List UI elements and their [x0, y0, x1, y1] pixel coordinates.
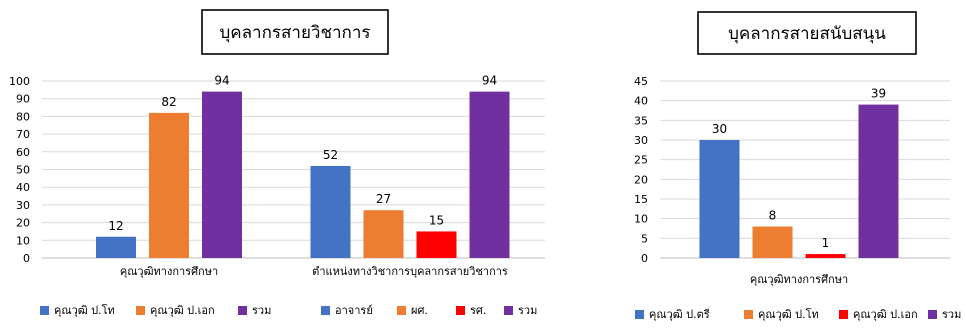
- legend-item: รวม: [928, 308, 961, 321]
- bar: [699, 140, 740, 258]
- y-tick-label: 80: [16, 110, 30, 123]
- legend-swatch: [635, 310, 644, 319]
- data-labels: 30 8 1 39: [712, 87, 886, 250]
- y-tick-label: 20: [16, 217, 30, 230]
- data-label: 52: [323, 148, 338, 162]
- y-tick-label: 20: [634, 173, 648, 186]
- bar: [752, 226, 793, 258]
- y-tick-label: 100: [9, 75, 30, 88]
- legend-label: รวม: [942, 308, 961, 321]
- legend: คุณวุฒิ ป.ตรี คุณวุฒิ ป.โท คุณวุฒิ ป.เอก รว…: [635, 307, 961, 321]
- y-tick-label: 40: [634, 95, 648, 108]
- legend-item: รศ.: [456, 304, 486, 317]
- bars: [96, 91, 510, 259]
- bar: [96, 236, 136, 258]
- y-tick-label: 70: [16, 128, 30, 141]
- legend-swatch: [456, 306, 465, 315]
- chart-title: บุคลากรสายวิชาการ: [219, 23, 370, 43]
- legend-item: รวม: [504, 304, 537, 317]
- y-tick-label: 10: [634, 213, 648, 226]
- legend-label: คุณวุฒิ ป.เอก: [150, 304, 215, 317]
- legend-item: อาจารย์: [321, 304, 373, 317]
- y-tick-label: 25: [634, 154, 648, 167]
- y-tick-label: 0: [641, 252, 648, 265]
- legend-swatch: [504, 306, 513, 315]
- y-tick-label: 50: [16, 164, 30, 177]
- data-label: 15: [429, 213, 444, 227]
- chart-title: บุคลากรสายสนับสนุน: [728, 24, 886, 44]
- y-tick-label: 45: [634, 75, 648, 88]
- legend-label: คุณวุฒิ ป.โท: [54, 303, 115, 317]
- legend-item: ผศ.: [397, 304, 428, 317]
- academic-staff-chart: บุคลากรสายวิชาการ 0 10 20 30 40 50 60 70 80 90 100…: [9, 9, 545, 317]
- data-label: 82: [161, 95, 176, 109]
- legend-swatch: [928, 310, 937, 319]
- y-tick-label: 30: [634, 134, 648, 147]
- legend-label: รวม: [252, 304, 271, 317]
- data-label: 1: [822, 236, 830, 250]
- chart-title-box: [201, 9, 389, 55]
- bar: [202, 91, 242, 259]
- legend-item: คุณวุฒิ ป.เอก: [839, 308, 918, 321]
- legend-label: คุณวุฒิ ป.โท: [758, 307, 819, 321]
- legend-item: คุณวุฒิ ป.โท: [40, 303, 115, 317]
- y-tick-label: 90: [16, 93, 30, 106]
- legend-swatch: [397, 306, 406, 315]
- y-tick-label: 30: [16, 199, 30, 212]
- y-tick-label: 35: [634, 114, 648, 127]
- legend-swatch: [839, 310, 848, 319]
- y-tick-label: 15: [634, 193, 648, 206]
- legend-label: รวม: [518, 304, 537, 317]
- legend-swatch: [744, 310, 753, 319]
- legend-label: คุณวุฒิ ป.เอก: [853, 308, 918, 321]
- legend-item: คุณวุฒิ ป.ตรี: [635, 308, 710, 321]
- chart-title-box: [697, 11, 917, 55]
- legend-item: คุณวุฒิ ป.โท: [744, 307, 819, 321]
- y-tick-label: 60: [16, 146, 30, 159]
- data-label: 94: [482, 74, 497, 88]
- y-tick-label: 10: [16, 234, 30, 247]
- data-label: 27: [376, 192, 391, 206]
- category-label: คุณวุฒิทางการศึกษา: [120, 265, 218, 278]
- bar: [469, 91, 510, 259]
- bar: [858, 104, 899, 258]
- data-label: 8: [769, 209, 777, 223]
- legend-swatch: [40, 306, 49, 315]
- legend-swatch: [321, 306, 330, 315]
- bars: [699, 104, 899, 258]
- legend-item: คุณวุฒิ ป.เอก: [136, 304, 215, 317]
- y-tick-label: 0: [23, 252, 30, 265]
- y-axis-ticks: 0 10 20 30 40 50 60 70 80 90 100: [9, 75, 30, 265]
- y-tick-label: 40: [16, 181, 30, 194]
- legend-item: รวม: [238, 304, 271, 317]
- y-tick-label: 5: [641, 232, 648, 245]
- bar: [805, 254, 846, 258]
- data-label: 30: [712, 122, 727, 136]
- bar: [149, 112, 189, 258]
- legend-label: ผศ.: [411, 304, 428, 317]
- category-labels: คุณวุฒิทางการศึกษา ตำแหน่งทางวิชาการบุคลา…: [120, 265, 508, 278]
- bar: [416, 231, 457, 258]
- category-label: คุณวุฒิทางการศึกษา: [750, 273, 848, 286]
- data-labels: 12 82 94 52 27 15 94: [108, 74, 497, 233]
- data-label: 94: [214, 74, 229, 88]
- bar: [310, 165, 351, 258]
- legend-swatch: [238, 306, 247, 315]
- legend-swatch: [136, 306, 145, 315]
- legend-label: อาจารย์: [335, 304, 373, 317]
- data-label: 12: [108, 219, 123, 233]
- category-labels: คุณวุฒิทางการศึกษา: [750, 273, 848, 286]
- category-label: ตำแหน่งทางวิชาการบุคลากรสายวิชาการ: [312, 265, 508, 278]
- legend: คุณวุฒิ ป.โท คุณวุฒิ ป.เอก รวม อาจารย์ ผศ. รศ…: [40, 303, 537, 317]
- bar: [363, 210, 404, 258]
- legend-label: คุณวุฒิ ป.ตรี: [649, 308, 710, 321]
- support-staff-chart: บุคลากรสายสนับสนุน 0 5 10 15 20 25 30 35 40 45 30…: [634, 11, 961, 321]
- data-label: 39: [871, 87, 886, 101]
- legend-label: รศ.: [470, 304, 486, 317]
- y-axis-ticks: 0 5 10 15 20 25 30 35 40 45: [634, 75, 648, 265]
